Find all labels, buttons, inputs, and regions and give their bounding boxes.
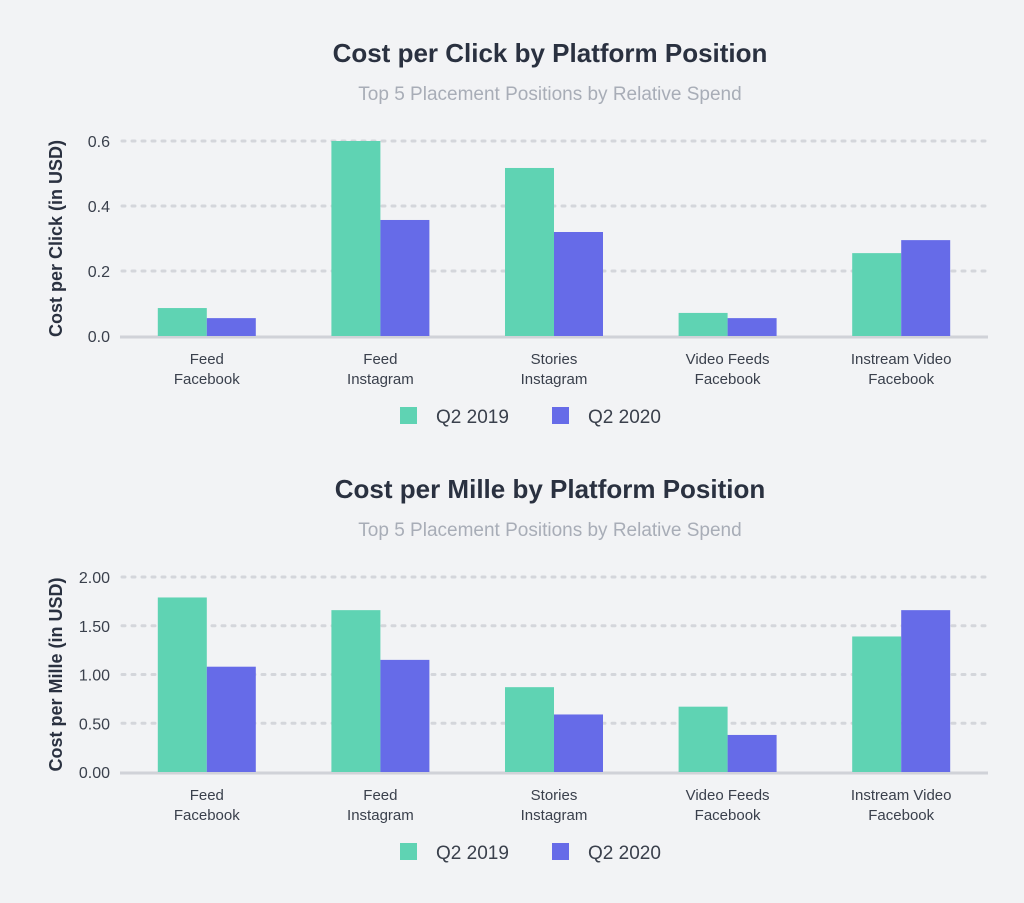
legend-label: Q2 2020 — [588, 407, 661, 428]
x-tick-label: Facebook — [174, 807, 240, 824]
x-tick-label: Facebook — [868, 807, 934, 824]
x-tick-label: Instream Video — [851, 787, 952, 804]
bar-q2-2020[interactable] — [727, 734, 777, 772]
cpc-chart: Cost per Click by Platform Position Top … — [0, 0, 1024, 450]
legend-label: Q2 2019 — [436, 407, 509, 428]
bar-q2-2019[interactable] — [852, 636, 902, 772]
legend-swatch — [400, 843, 417, 860]
legend-label: Q2 2020 — [588, 843, 661, 864]
chart-subtitle: Top 5 Placement Positions by Relative Sp… — [358, 84, 742, 105]
y-tick-label: 1.50 — [79, 619, 110, 636]
x-tick-label: Stories — [531, 351, 578, 368]
y-tick-label: 0.0 — [88, 329, 110, 346]
x-tick-label: Facebook — [695, 807, 761, 824]
bar-q2-2020[interactable] — [901, 610, 951, 772]
bar-q2-2019[interactable] — [505, 167, 554, 336]
legend-swatch — [400, 407, 417, 424]
x-tick-label: Feed — [363, 787, 397, 804]
x-tick-label: Instagram — [347, 807, 414, 824]
bar-q2-2019[interactable] — [331, 141, 381, 336]
legend-swatch — [552, 407, 569, 424]
bar-q2-2019[interactable] — [678, 706, 728, 772]
x-tick-label: Instagram — [521, 371, 588, 388]
x-tick-label: Video Feeds — [686, 351, 770, 368]
bar-q2-2019[interactable] — [331, 610, 381, 772]
legend-swatch — [552, 843, 569, 860]
y-axis-label: Cost per Click (in USD) — [46, 140, 66, 337]
x-tick-label: Feed — [190, 787, 224, 804]
chart-subtitle: Top 5 Placement Positions by Relative Sp… — [358, 520, 742, 541]
chart-title: Cost per Click by Platform Position — [332, 38, 768, 68]
bar-q2-2019[interactable] — [157, 597, 207, 772]
x-tick-label: Facebook — [174, 371, 240, 388]
chart-title: Cost per Mille by Platform Position — [334, 474, 766, 504]
x-tick-label: Feed — [190, 351, 224, 368]
y-tick-label: 2.00 — [79, 570, 110, 587]
x-tick-label: Video Feeds — [686, 787, 770, 804]
bar-q2-2019[interactable] — [505, 687, 554, 772]
legend-label: Q2 2019 — [436, 843, 509, 864]
y-tick-label: 0.00 — [79, 765, 110, 782]
x-tick-label: Facebook — [695, 371, 761, 388]
bar-q2-2019[interactable] — [678, 312, 728, 336]
y-tick-label: 0.2 — [88, 264, 110, 281]
bar-q2-2020[interactable] — [380, 659, 430, 772]
x-tick-label: Instagram — [347, 371, 414, 388]
x-tick-label: Feed — [363, 351, 397, 368]
y-tick-label: 1.00 — [79, 668, 110, 685]
y-tick-label: 0.6 — [88, 134, 110, 151]
y-tick-label: 0.50 — [79, 716, 110, 733]
bar-q2-2020[interactable] — [901, 240, 951, 336]
bar-q2-2019[interactable] — [157, 308, 207, 336]
x-tick-label: Stories — [531, 787, 578, 804]
bar-q2-2020[interactable] — [206, 666, 256, 772]
x-tick-label: Instream Video — [851, 351, 952, 368]
y-tick-label: 0.4 — [88, 199, 110, 216]
bar-q2-2020[interactable] — [380, 219, 430, 336]
cpc-plot: Cost per Click (in USD) 0.0 0.2 0.4 0.6 Feed F… — [46, 134, 990, 428]
bar-q2-2020[interactable] — [206, 318, 256, 336]
bar-q2-2019[interactable] — [852, 253, 902, 336]
bar-q2-2020[interactable] — [727, 318, 777, 336]
x-tick-label: Instagram — [521, 807, 588, 824]
y-axis-label: Cost per Mille (in USD) — [46, 577, 66, 771]
bar-q2-2020[interactable] — [554, 232, 603, 336]
x-tick-label: Facebook — [868, 371, 934, 388]
bar-q2-2020[interactable] — [554, 714, 603, 772]
